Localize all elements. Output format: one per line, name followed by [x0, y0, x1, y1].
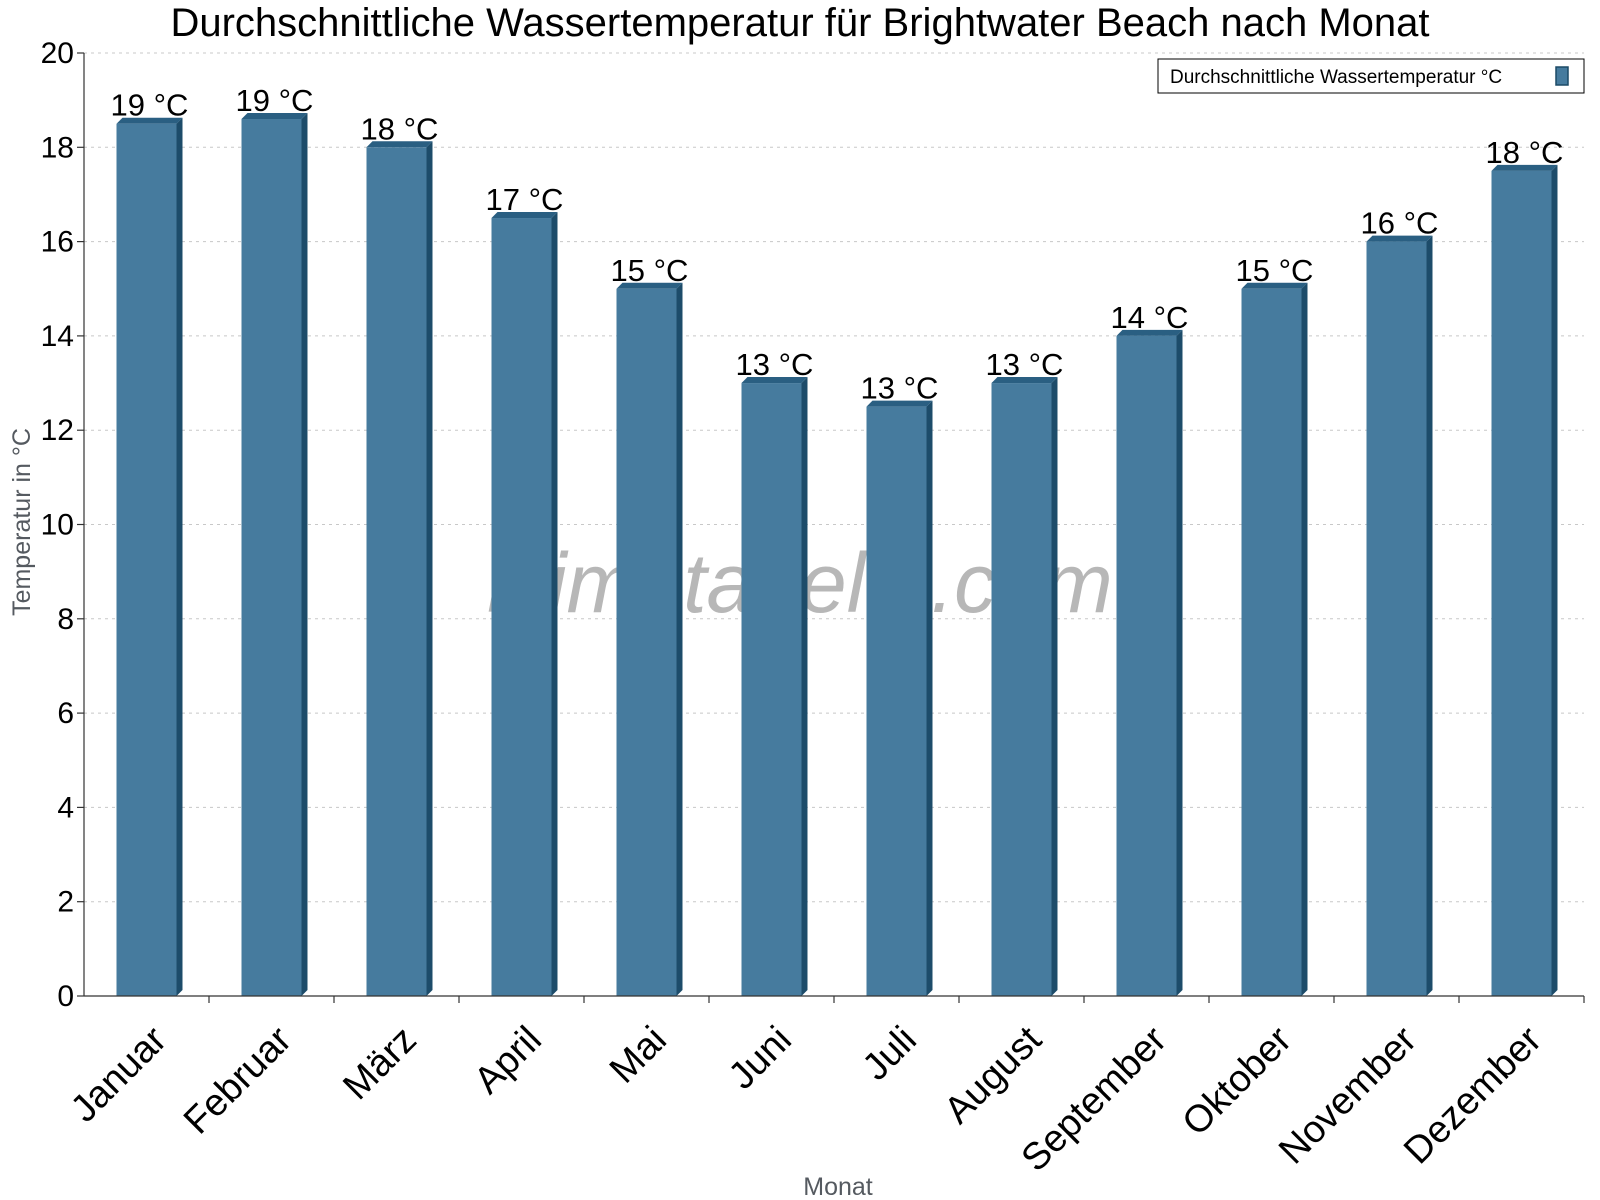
x-tick-label: August [937, 1018, 1051, 1132]
data-label: 18 °C [1486, 135, 1564, 170]
bar [1366, 241, 1427, 997]
data-label: 13 °C [986, 347, 1064, 382]
bar-top [866, 400, 933, 407]
legend: Durchschnittliche Wassertemperatur °C [1157, 58, 1585, 94]
chart-title: Durchschnittliche Wassertemperatur für B… [170, 1, 1429, 45]
y-tick-label: 12 [41, 414, 74, 447]
x-tick-label: März [335, 1019, 424, 1108]
y-tick-label: 14 [41, 320, 74, 353]
bars: 19 °C 19 °C 18 °C 17 °C 15 °C 13 °C 13 °C 13 °C… [111, 83, 1564, 997]
data-label: 15 °C [611, 253, 689, 288]
data-label: 19 °C [236, 83, 314, 118]
y-axis-label: Temperatur in °C [8, 428, 36, 616]
bar [1116, 335, 1177, 996]
bar [616, 288, 677, 996]
bar-november [1366, 235, 1433, 997]
bar-top [616, 282, 683, 289]
bar [491, 218, 552, 996]
x-tick-label: Januar [63, 1018, 175, 1130]
bar-side [1301, 282, 1308, 996]
bar-februar [241, 113, 308, 996]
bar-top [366, 141, 433, 148]
data-label: 17 °C [486, 182, 564, 217]
data-label: 18 °C [361, 111, 439, 146]
y-tick-label: 16 [41, 226, 74, 259]
x-tick-label: Oktober [1175, 1018, 1301, 1144]
bar-top [1116, 329, 1183, 336]
data-label: 19 °C [111, 88, 189, 123]
data-label: 16 °C [1361, 206, 1439, 241]
y-tick-label: 10 [41, 509, 74, 542]
bar [741, 383, 802, 996]
bar-mai [616, 282, 683, 996]
bar-top [241, 113, 308, 120]
bar [1241, 288, 1302, 996]
x-tick-labels: Januar Februar März April Mai Juni Juli AugustS… [63, 1018, 1550, 1179]
bar-juli [866, 400, 933, 996]
y-tick-label: 2 [57, 886, 74, 919]
x-tick-label: April [466, 1019, 549, 1102]
legend-swatch [1555, 66, 1569, 86]
bar-side [1176, 329, 1183, 996]
axes [77, 52, 1585, 1003]
grid-lines [84, 52, 1584, 903]
bar [866, 406, 927, 996]
x-tick-label: Juli [855, 1019, 925, 1089]
x-axis-label: Monat [803, 1173, 873, 1200]
y-tick-label: 8 [57, 603, 74, 636]
bar-dezember [1491, 164, 1558, 996]
bar-side [301, 113, 308, 996]
data-label: 14 °C [1111, 300, 1189, 335]
bar-märz [366, 141, 433, 997]
bar-top [116, 117, 183, 124]
data-label: 13 °C [736, 347, 814, 382]
bar-side [676, 282, 683, 996]
bar [991, 383, 1052, 996]
legend-label: Durchschnittliche Wassertemperatur °C [1170, 67, 1502, 88]
data-label: 13 °C [861, 371, 939, 406]
x-tick-label: Mai [602, 1019, 675, 1092]
bar-side [926, 400, 933, 996]
bar-top [1491, 164, 1558, 171]
bar-side [551, 212, 558, 996]
x-tick-label: Dezember [1396, 1018, 1550, 1172]
bar-side [801, 377, 808, 996]
y-tick-label: 20 [41, 37, 74, 70]
bar-august [991, 377, 1058, 996]
bar-top [491, 212, 558, 219]
bar-side [176, 117, 183, 997]
y-tick-label: 0 [57, 980, 74, 1013]
data-label: 15 °C [1236, 253, 1314, 288]
bar-side [1551, 164, 1558, 996]
bar-side [1426, 235, 1433, 997]
y-tick-label: 18 [41, 131, 74, 164]
bar-oktober [1241, 282, 1308, 996]
bar-september [1116, 329, 1183, 996]
bar-top [741, 377, 808, 384]
bar-april [491, 212, 558, 996]
bar-side [1051, 377, 1058, 996]
bar-juni [741, 377, 808, 996]
y-tick-label: 4 [57, 791, 74, 824]
y-tick-label: 6 [57, 697, 74, 730]
bar-top [1366, 235, 1433, 242]
bar-januar [116, 117, 183, 997]
y-tick-labels: 0 2 4 6 8 10 12 14 16 18 20 [41, 37, 74, 1013]
bar-side [426, 141, 433, 997]
bar-top [1241, 282, 1308, 289]
bar [116, 123, 177, 997]
bar-top [991, 377, 1058, 384]
bar [1491, 170, 1552, 996]
bar [366, 147, 427, 997]
x-tick-label: Februar [176, 1018, 300, 1142]
bar [241, 119, 302, 996]
legend-box [1157, 58, 1585, 94]
x-tick-label: Juni [721, 1019, 800, 1098]
